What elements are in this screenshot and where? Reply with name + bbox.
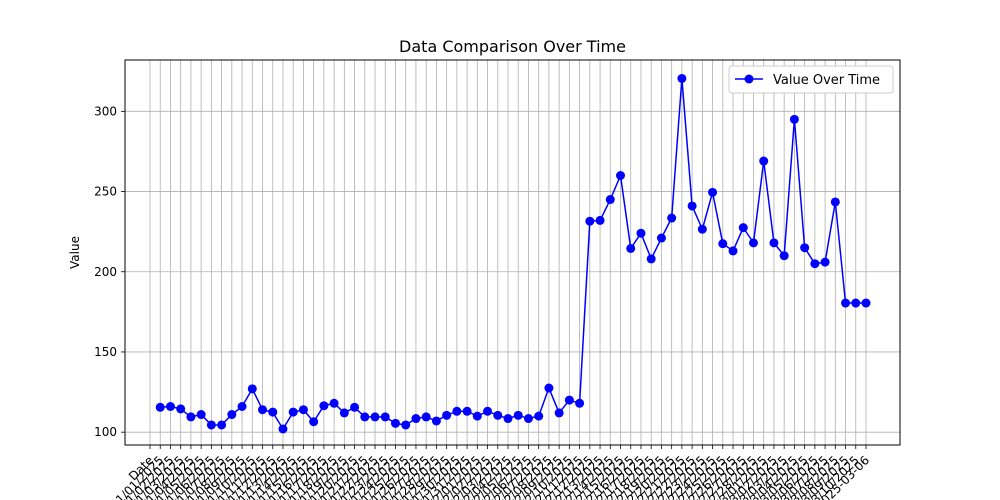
- data-point: [810, 259, 820, 269]
- data-point: [442, 410, 452, 420]
- y-tick-label: 150: [94, 345, 117, 359]
- data-point: [380, 412, 390, 422]
- data-point: [421, 412, 431, 422]
- legend-label: Value Over Time: [773, 73, 880, 88]
- data-point: [462, 406, 472, 416]
- data-point: [483, 406, 493, 416]
- data-point: [370, 412, 380, 422]
- data-point: [851, 298, 861, 308]
- data-point: [411, 414, 421, 424]
- data-point: [585, 216, 595, 226]
- data-point: [329, 398, 339, 408]
- legend-box: [728, 65, 894, 94]
- data-point: [544, 383, 554, 393]
- data-point: [656, 233, 666, 243]
- data-point: [728, 246, 738, 256]
- data-point: [196, 410, 206, 420]
- data-point: [452, 406, 462, 416]
- series-layer: [155, 73, 871, 434]
- x-axis: Date01/01/202501/02/202501/03/202501/04/…: [108, 445, 872, 500]
- data-point: [186, 412, 196, 422]
- data-point: [534, 411, 544, 421]
- data-point: [759, 156, 769, 166]
- data-point: [309, 417, 319, 427]
- data-point: [288, 407, 298, 417]
- data-point: [319, 401, 329, 411]
- data-point: [268, 407, 278, 417]
- y-tick-label: 200: [94, 265, 117, 279]
- data-point: [237, 402, 247, 411]
- data-point: [564, 395, 574, 405]
- data-point: [687, 201, 697, 211]
- data-point: [472, 411, 482, 421]
- data-point: [779, 251, 789, 261]
- data-point: [390, 418, 400, 428]
- data-point: [217, 420, 227, 430]
- data-point: [278, 424, 288, 434]
- data-point: [697, 224, 707, 234]
- data-point: [830, 197, 840, 207]
- series-line: [160, 77, 866, 430]
- data-point: [748, 238, 758, 248]
- data-point: [206, 420, 216, 430]
- grid-lines: [125, 60, 900, 445]
- y-tick-label: 300: [94, 104, 117, 118]
- data-point: [513, 410, 523, 420]
- data-point: [646, 254, 656, 264]
- chart-title: Data Comparison Over Time: [399, 37, 626, 56]
- data-point: [503, 414, 513, 424]
- data-point: [575, 398, 585, 408]
- data-point: [769, 238, 779, 248]
- y-axis-title: Value: [68, 236, 82, 269]
- data-point: [677, 73, 687, 83]
- data-point: [708, 187, 718, 197]
- data-point: [298, 405, 308, 415]
- data-point: [789, 114, 799, 124]
- data-point: [554, 408, 564, 418]
- plot-area-frame: [124, 59, 901, 446]
- data-point: [227, 410, 237, 420]
- y-tick-label: 100: [94, 425, 117, 439]
- data-point: [247, 384, 257, 394]
- data-point: [605, 195, 615, 205]
- data-point: [820, 257, 830, 267]
- data-point: [155, 402, 165, 412]
- data-point: [595, 215, 605, 225]
- data-point: [165, 402, 175, 411]
- legend-marker-swatch: [744, 74, 754, 84]
- data-point: [176, 404, 186, 414]
- data-point: [626, 243, 636, 253]
- data-point: [800, 243, 810, 253]
- data-point: [718, 239, 728, 249]
- data-point: [738, 223, 748, 233]
- data-point: [636, 228, 646, 238]
- data-point: [350, 402, 360, 412]
- data-point: [841, 298, 851, 308]
- data-point: [616, 171, 626, 180]
- data-point: [360, 412, 370, 422]
- data-point: [861, 298, 871, 308]
- y-axis: 100 150 200 250 300: [94, 104, 125, 439]
- data-point: [401, 420, 411, 430]
- data-point: [667, 213, 677, 223]
- data-point: [431, 416, 441, 426]
- data-point: [339, 408, 349, 418]
- data-point: [493, 410, 503, 420]
- data-point: [258, 405, 268, 415]
- legend: Value Over Time: [728, 65, 894, 94]
- data-point: [523, 414, 533, 424]
- y-tick-label: 250: [94, 185, 117, 199]
